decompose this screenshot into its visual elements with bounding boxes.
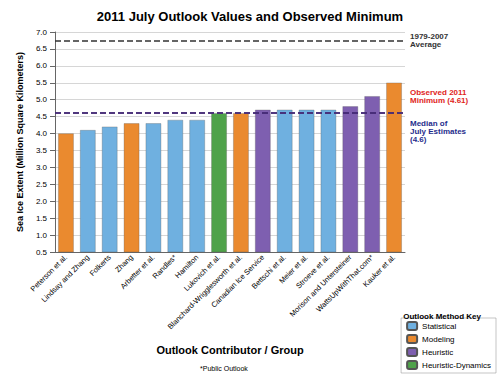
svg-text:Sea Ice Extent (Million Square: Sea Ice Extent (Million Square Kilometer… — [15, 52, 25, 232]
svg-text:7.0: 7.0 — [36, 28, 48, 37]
svg-text:4.5: 4.5 — [36, 112, 48, 121]
svg-text:Hamilton: Hamilton — [173, 252, 201, 281]
svg-text:Lukovich et al.: Lukovich et al. — [182, 252, 223, 293]
svg-text:Average: Average — [410, 40, 442, 49]
svg-text:3.5: 3.5 — [36, 146, 48, 155]
svg-text:3.0: 3.0 — [36, 163, 48, 172]
svg-text:2011 July Outlook Values and O: 2011 July Outlook Values and Observed Mi… — [97, 9, 403, 24]
svg-text:Kauker et al.: Kauker et al. — [361, 253, 397, 289]
svg-text:4.0: 4.0 — [36, 129, 48, 138]
svg-text:Stroeve et al.: Stroeve et al. — [294, 252, 332, 291]
svg-text:Observed 2011: Observed 2011 — [410, 88, 467, 98]
svg-text:1.5: 1.5 — [36, 214, 48, 223]
svg-text:Median of: Median of — [410, 118, 448, 128]
svg-text:Heuristic-Dynamics: Heuristic-Dynamics — [422, 361, 491, 370]
svg-text:Lindsay and Zhang: Lindsay and Zhang — [40, 253, 91, 304]
svg-text:1.0: 1.0 — [36, 231, 48, 240]
svg-text:0.5: 0.5 — [36, 248, 48, 257]
svg-text:5.0: 5.0 — [36, 95, 48, 104]
svg-text:*Public Outlook: *Public Outlook — [200, 365, 248, 372]
svg-text:6.5: 6.5 — [36, 44, 48, 53]
svg-text:Statistical: Statistical — [422, 322, 456, 331]
svg-text:Outlook Contributor / Group: Outlook Contributor / Group — [156, 344, 304, 356]
svg-text:Heuristic: Heuristic — [422, 348, 453, 357]
svg-text:2.0: 2.0 — [36, 197, 48, 206]
svg-text:Peterson et al.: Peterson et al. — [28, 252, 70, 294]
svg-text:WattsUpWithThat.com*: WattsUpWithThat.com* — [314, 252, 376, 314]
svg-text:Blanchard-Wrigglesworth et al.: Blanchard-Wrigglesworth et al. — [165, 252, 245, 332]
svg-text:6.0: 6.0 — [36, 61, 48, 70]
svg-text:(4.6): (4.6) — [410, 135, 427, 144]
svg-text:Modeling: Modeling — [422, 335, 454, 344]
svg-text:2.5: 2.5 — [36, 180, 48, 189]
svg-text:Minimum (4.61): Minimum (4.61) — [410, 96, 469, 105]
svg-text:Outlook Method Key: Outlook Method Key — [403, 312, 481, 321]
svg-text:Bettschi et al.: Bettschi et al. — [249, 252, 288, 291]
svg-text:Folkerts: Folkerts — [88, 253, 113, 278]
svg-text:July Estimates: July Estimates — [410, 126, 466, 136]
svg-text:Zhang: Zhang — [113, 252, 135, 275]
svg-text:Meier et al.: Meier et al. — [277, 252, 310, 286]
svg-text:1979-2007: 1979-2007 — [410, 32, 449, 42]
svg-text:Canadian Ice Service: Canadian Ice Service — [209, 252, 266, 310]
svg-text:5.5: 5.5 — [36, 78, 48, 87]
svg-text:Arbetter et al.: Arbetter et al. — [118, 253, 156, 291]
svg-text:Morison and Untersteiner: Morison and Untersteiner — [287, 252, 354, 319]
svg-text:Randles*: Randles* — [151, 253, 179, 281]
